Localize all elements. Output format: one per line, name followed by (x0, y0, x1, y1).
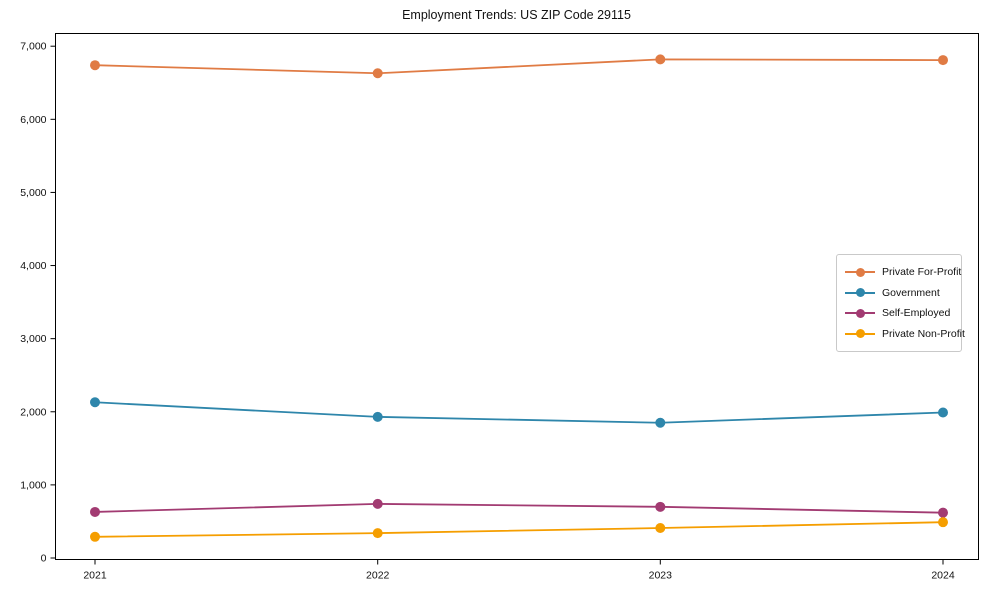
y-tick-label: 5,000 (20, 187, 46, 199)
data-point-private-non-profit-2022 (372, 528, 383, 539)
legend-marker-icon (845, 329, 875, 339)
legend-label: Private Non-Profit (882, 327, 965, 340)
y-tick-label: 1,000 (20, 479, 46, 491)
data-point-government-2022 (372, 411, 383, 422)
series-line-government (94, 401, 944, 424)
data-point-government-2024 (938, 407, 948, 418)
data-point-private-non-profit-2023 (655, 523, 666, 534)
legend-marker-icon (845, 308, 875, 318)
y-tick-label: 3,000 (20, 333, 46, 345)
legend-item-government: Government (845, 283, 953, 304)
data-point-self-employed-2023 (655, 501, 666, 512)
legend-label: Government (882, 286, 940, 299)
x-tick-label: 2021 (83, 570, 107, 582)
y-tick-label: 2,000 (20, 406, 46, 418)
data-point-government-2021 (90, 397, 100, 408)
legend-marker-icon (845, 288, 875, 298)
chart-title: Employment Trends: US ZIP Code 29115 (402, 8, 631, 22)
data-point-private-for-profit-2024 (938, 55, 948, 66)
data-point-private-for-profit-2022 (372, 68, 383, 79)
legend-label: Private For-Profit (882, 266, 962, 279)
data-point-self-employed-2021 (90, 506, 100, 517)
data-point-private-for-profit-2021 (90, 60, 100, 71)
y-tick-label: 7,000 (20, 41, 46, 53)
data-point-private-non-profit-2024 (938, 517, 948, 528)
legend-item-self-employed: Self-Employed (845, 303, 953, 324)
legend-marker-icon (845, 267, 875, 277)
x-tick-label: 2024 (931, 570, 955, 582)
axes-box (55, 33, 979, 560)
x-tick-label: 2023 (649, 570, 673, 582)
data-point-self-employed-2024 (938, 507, 948, 518)
data-point-private-for-profit-2023 (655, 54, 666, 65)
data-point-private-non-profit-2021 (90, 531, 100, 542)
x-tick-label: 2022 (366, 570, 390, 582)
chart-legend: Private For-Profit Government Self-Employe… (836, 254, 965, 352)
y-tick-label: 6,000 (20, 114, 46, 126)
legend-label: Self-Employed (882, 307, 951, 320)
y-tick-label: 0 (41, 553, 47, 565)
series-line-private-non-profit (94, 521, 944, 538)
legend-item-private-non-profit: Private Non-Profit (845, 324, 965, 345)
y-tick-label: 4,000 (20, 260, 46, 272)
legend-item-private-for-profit: Private For-Profit (845, 262, 961, 283)
series-line-private-for-profit (94, 58, 944, 75)
data-point-self-employed-2022 (372, 498, 383, 509)
series-line-self-employed (94, 502, 944, 514)
data-point-government-2023 (655, 417, 666, 428)
